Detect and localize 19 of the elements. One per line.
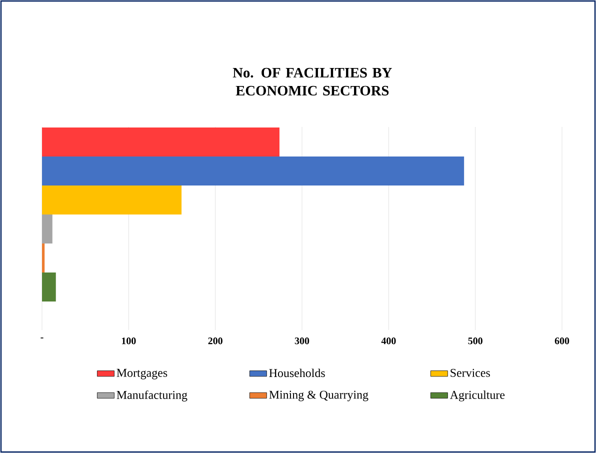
x-tick-label: 200 [208, 338, 222, 344]
bar [42, 127, 280, 156]
x-tick-label: 500 [468, 338, 482, 344]
legend-label: Manufacturing [116, 390, 188, 402]
legend-label: Services [450, 368, 490, 377]
bar [42, 156, 464, 186]
legend-label: Households [269, 368, 325, 378]
bar [42, 186, 182, 214]
legend-label: Mortgages [116, 368, 168, 380]
x-tick-label: 600 [554, 338, 570, 344]
bar [42, 272, 56, 302]
bar [42, 214, 52, 244]
chart-title: No. OF FACILITIES BY ECONOMIC SECTORS [232, 68, 392, 96]
bar [42, 244, 45, 272]
x-tick-label: 300 [294, 338, 310, 344]
x-tick-label: 400 [381, 338, 396, 344]
legend-label: Agriculture [450, 390, 505, 402]
legend-label: Mining & Quarrying [269, 390, 368, 402]
x-tick-label: 100 [122, 338, 136, 344]
